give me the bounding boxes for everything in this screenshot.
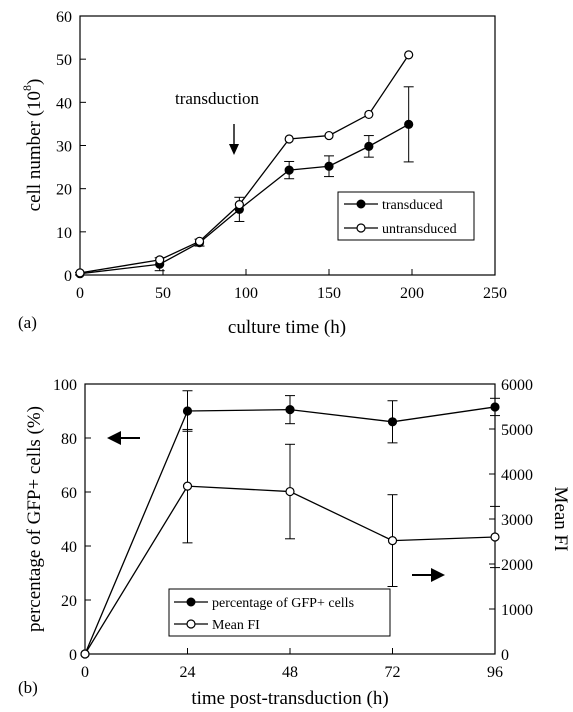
annotation-arrow bbox=[229, 124, 239, 155]
legend-box-b bbox=[168, 588, 391, 637]
data-point-a-1 bbox=[155, 255, 165, 265]
series-line-a-1 bbox=[79, 54, 410, 274]
data-point-a-1 bbox=[194, 236, 205, 246]
panel-label-b: (b) bbox=[18, 678, 38, 697]
data-point-b-1 bbox=[285, 486, 295, 497]
data-point-b-0 bbox=[490, 402, 500, 412]
legend-marker-transduced bbox=[356, 199, 366, 209]
data-point-a-0 bbox=[364, 141, 374, 151]
data-point-b-1 bbox=[387, 535, 398, 546]
axis-ticks-a: 0 50 100 150 200 250 0 10 20 30 40 50 60 bbox=[56, 9, 507, 302]
y-tick-label-a: 0 bbox=[64, 268, 72, 285]
chart-marks-b bbox=[80, 390, 500, 659]
y-tick-label-a: 30 bbox=[56, 139, 72, 156]
y-tick-label-b: 0 bbox=[69, 647, 77, 664]
x-tick-label-a: 250 bbox=[483, 285, 507, 302]
x-tick-label-a: 150 bbox=[317, 285, 341, 302]
legend-marker-gfp bbox=[186, 597, 196, 607]
data-point-a-0 bbox=[404, 119, 414, 129]
y-axis-label-a-exponent: 8 bbox=[20, 85, 34, 91]
y-tick-label-b: 40 bbox=[61, 539, 77, 556]
annotation-transduction: transduction bbox=[175, 89, 260, 108]
legend-a: transduced untransduced bbox=[337, 191, 475, 241]
x-tick-label-b: 24 bbox=[180, 664, 196, 681]
y2-tick-label-b: 0 bbox=[501, 647, 509, 664]
y-tick-label-a: 60 bbox=[56, 9, 72, 26]
data-point-a-1 bbox=[324, 130, 334, 141]
data-point-a-1 bbox=[284, 134, 294, 144]
data-point-a-1 bbox=[234, 200, 244, 210]
data-point-b-1 bbox=[490, 532, 500, 542]
data-point-a-1 bbox=[404, 50, 414, 60]
y2-tick-label-b: 2000 bbox=[501, 557, 533, 574]
data-point-a-1 bbox=[75, 268, 85, 278]
x-tick-label-a: 50 bbox=[155, 285, 171, 302]
left-axis-arrow bbox=[107, 431, 140, 445]
y-tick-label-a: 20 bbox=[56, 182, 72, 199]
x-tick-label-b: 72 bbox=[385, 664, 401, 681]
y-tick-label-a: 40 bbox=[56, 95, 72, 112]
panel-label-a: (a) bbox=[18, 313, 37, 332]
x-tick-label-a: 0 bbox=[76, 285, 84, 302]
x-axis-label-a: culture time (h) bbox=[228, 317, 346, 338]
y2-tick-label-b: 1000 bbox=[501, 602, 533, 619]
chart-marks-a bbox=[75, 50, 414, 279]
legend-label-meanfi: Mean FI bbox=[212, 618, 260, 633]
x-tick-label-a: 200 bbox=[400, 285, 424, 302]
data-point-b-1 bbox=[182, 481, 193, 491]
y2-tick-label-b: 3000 bbox=[501, 512, 533, 529]
y-tick-label-a: 50 bbox=[56, 52, 72, 69]
data-point-b-0 bbox=[387, 417, 398, 427]
x-tick-label-a: 100 bbox=[234, 285, 258, 302]
legend-label-transduced: transduced bbox=[382, 198, 443, 213]
y-tick-label-b: 20 bbox=[61, 593, 77, 610]
y2-axis-label-b: Mean FI bbox=[550, 487, 571, 552]
data-point-a-0 bbox=[324, 161, 334, 171]
y-axis-label-a-close: ) bbox=[24, 79, 45, 85]
data-point-b-1 bbox=[80, 649, 90, 659]
y2-tick-label-b: 6000 bbox=[501, 377, 533, 394]
x-tick-label-b: 0 bbox=[81, 664, 89, 681]
panel-a: 0 50 100 150 200 250 0 10 20 30 40 50 60 culture tim… bbox=[18, 9, 507, 338]
legend-marker-meanfi bbox=[186, 619, 196, 629]
data-point-b-0 bbox=[182, 406, 193, 416]
panel-b: 0 24 48 72 960204060801000100020003000400050… bbox=[18, 377, 571, 709]
y-axis-label-a-main: cell number (10 bbox=[24, 91, 45, 211]
axis-ticks-b: 0 24 48 72 960204060801000100020003000400050… bbox=[53, 377, 533, 681]
y-tick-label-b: 80 bbox=[61, 431, 77, 448]
y2-tick-label-b: 4000 bbox=[501, 467, 533, 484]
y-axis-label-b: percentage of GFP+ cells (%) bbox=[24, 406, 45, 632]
y-tick-label-a: 10 bbox=[56, 225, 72, 242]
legend-b: percentage of GFP+ cells Mean FI bbox=[168, 588, 391, 637]
y-axis-label-a: cell number (108) bbox=[20, 79, 45, 212]
x-axis-label-b: time post-transduction (h) bbox=[191, 688, 388, 709]
series-line-a-0 bbox=[79, 123, 409, 275]
legend-label-untransduced: untransduced bbox=[382, 222, 457, 237]
x-tick-label-b: 96 bbox=[487, 664, 503, 681]
right-axis-arrow bbox=[412, 568, 445, 582]
data-point-a-1 bbox=[364, 109, 374, 120]
y2-tick-label-b: 5000 bbox=[501, 422, 533, 439]
legend-label-gfp: percentage of GFP+ cells bbox=[212, 596, 354, 611]
y-tick-label-b: 60 bbox=[61, 485, 77, 502]
data-point-a-0 bbox=[284, 165, 294, 175]
legend-marker-untransduced bbox=[356, 223, 366, 233]
data-point-b-0 bbox=[285, 405, 295, 415]
x-tick-label-b: 48 bbox=[282, 664, 298, 681]
y-tick-label-b: 100 bbox=[53, 377, 77, 394]
